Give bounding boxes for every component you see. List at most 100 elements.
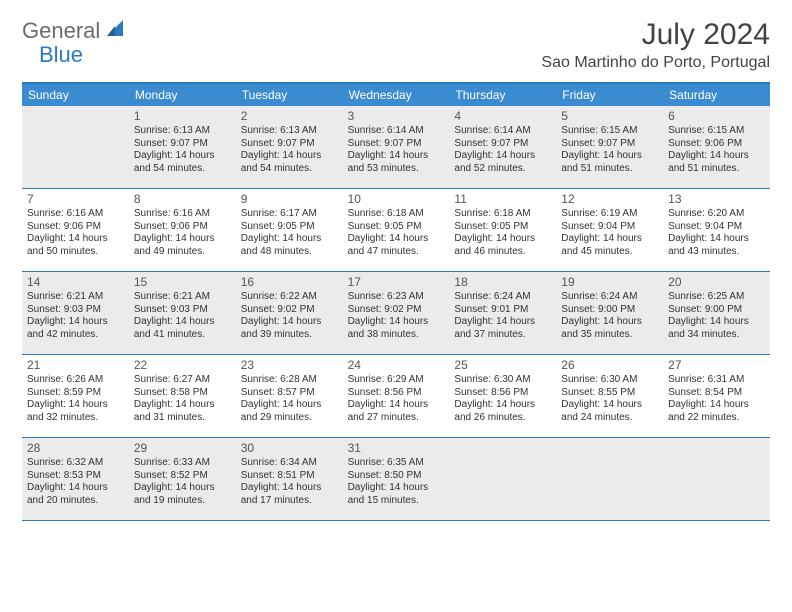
- sunset-line: Sunset: 8:54 PM: [668, 387, 765, 400]
- day-number: 15: [134, 275, 231, 290]
- daylight-line-2: and 53 minutes.: [348, 163, 445, 176]
- day-cell: 14Sunrise: 6:21 AMSunset: 9:03 PMDayligh…: [22, 272, 129, 354]
- daylight-line-1: Daylight: 14 hours: [348, 316, 445, 329]
- daylight-line-1: Daylight: 14 hours: [454, 316, 551, 329]
- title-block: July 2024 Sao Martinho do Porto, Portuga…: [541, 18, 770, 72]
- month-title: July 2024: [541, 18, 770, 52]
- location-label: Sao Martinho do Porto, Portugal: [541, 54, 770, 72]
- day-cell: 10Sunrise: 6:18 AMSunset: 9:05 PMDayligh…: [343, 189, 450, 271]
- daylight-line-2: and 43 minutes.: [668, 246, 765, 259]
- day-number: 2: [241, 109, 338, 124]
- sunset-line: Sunset: 9:04 PM: [668, 221, 765, 234]
- daylight-line-1: Daylight: 14 hours: [561, 316, 658, 329]
- daylight-line-1: Daylight: 14 hours: [241, 233, 338, 246]
- daylight-line-2: and 38 minutes.: [348, 329, 445, 342]
- daylight-line-2: and 26 minutes.: [454, 412, 551, 425]
- sunrise-line: Sunrise: 6:16 AM: [134, 208, 231, 221]
- daylight-line-2: and 39 minutes.: [241, 329, 338, 342]
- sunset-line: Sunset: 8:52 PM: [134, 470, 231, 483]
- day-number: 6: [668, 109, 765, 124]
- sunset-line: Sunset: 9:07 PM: [134, 138, 231, 151]
- daylight-line-1: Daylight: 14 hours: [668, 399, 765, 412]
- sunset-line: Sunset: 8:57 PM: [241, 387, 338, 400]
- daylight-line-2: and 46 minutes.: [454, 246, 551, 259]
- day-cell: 29Sunrise: 6:33 AMSunset: 8:52 PMDayligh…: [129, 438, 236, 520]
- day-number: 16: [241, 275, 338, 290]
- daylight-line-2: and 15 minutes.: [348, 495, 445, 508]
- daylight-line-2: and 31 minutes.: [134, 412, 231, 425]
- day-cell: .: [663, 438, 770, 520]
- daylight-line-1: Daylight: 14 hours: [348, 150, 445, 163]
- daylight-line-1: Daylight: 14 hours: [454, 233, 551, 246]
- daylight-line-2: and 29 minutes.: [241, 412, 338, 425]
- day-cell: 4Sunrise: 6:14 AMSunset: 9:07 PMDaylight…: [449, 106, 556, 188]
- day-number: 20: [668, 275, 765, 290]
- daylight-line-1: Daylight: 14 hours: [241, 316, 338, 329]
- day-cell: 27Sunrise: 6:31 AMSunset: 8:54 PMDayligh…: [663, 355, 770, 437]
- logo-text-general: General: [22, 18, 100, 44]
- daylight-line-2: and 27 minutes.: [348, 412, 445, 425]
- sunset-line: Sunset: 9:00 PM: [561, 304, 658, 317]
- daylight-line-1: Daylight: 14 hours: [134, 316, 231, 329]
- day-number: 31: [348, 441, 445, 456]
- sunset-line: Sunset: 9:00 PM: [668, 304, 765, 317]
- day-cell: 9Sunrise: 6:17 AMSunset: 9:05 PMDaylight…: [236, 189, 343, 271]
- sunrise-line: Sunrise: 6:18 AM: [454, 208, 551, 221]
- sunset-line: Sunset: 9:03 PM: [27, 304, 124, 317]
- day-number: 14: [27, 275, 124, 290]
- day-number: 5: [561, 109, 658, 124]
- day-cell: 3Sunrise: 6:14 AMSunset: 9:07 PMDaylight…: [343, 106, 450, 188]
- sunset-line: Sunset: 9:02 PM: [348, 304, 445, 317]
- daylight-line-2: and 54 minutes.: [241, 163, 338, 176]
- daylight-line-1: Daylight: 14 hours: [668, 316, 765, 329]
- week-row: 14Sunrise: 6:21 AMSunset: 9:03 PMDayligh…: [22, 272, 770, 355]
- sunset-line: Sunset: 9:05 PM: [241, 221, 338, 234]
- daylight-line-1: Daylight: 14 hours: [241, 482, 338, 495]
- day-number: 21: [27, 358, 124, 373]
- sunrise-line: Sunrise: 6:19 AM: [561, 208, 658, 221]
- sunrise-line: Sunrise: 6:31 AM: [668, 374, 765, 387]
- daylight-line-1: Daylight: 14 hours: [241, 399, 338, 412]
- daylight-line-1: Daylight: 14 hours: [561, 150, 658, 163]
- sunrise-line: Sunrise: 6:24 AM: [454, 291, 551, 304]
- day-cell: 8Sunrise: 6:16 AMSunset: 9:06 PMDaylight…: [129, 189, 236, 271]
- daylight-line-1: Daylight: 14 hours: [134, 399, 231, 412]
- daylight-line-2: and 37 minutes.: [454, 329, 551, 342]
- weekday-header: Sunday: [22, 84, 129, 106]
- sunrise-line: Sunrise: 6:15 AM: [561, 125, 658, 138]
- daylight-line-2: and 51 minutes.: [561, 163, 658, 176]
- sunrise-line: Sunrise: 6:18 AM: [348, 208, 445, 221]
- sunrise-line: Sunrise: 6:26 AM: [27, 374, 124, 387]
- daylight-line-1: Daylight: 14 hours: [134, 482, 231, 495]
- weekday-header: Saturday: [663, 84, 770, 106]
- day-number: 3: [348, 109, 445, 124]
- day-number: 4: [454, 109, 551, 124]
- day-cell: 11Sunrise: 6:18 AMSunset: 9:05 PMDayligh…: [449, 189, 556, 271]
- weekday-header: Tuesday: [236, 84, 343, 106]
- week-row: 28Sunrise: 6:32 AMSunset: 8:53 PMDayligh…: [22, 438, 770, 521]
- day-cell: 19Sunrise: 6:24 AMSunset: 9:00 PMDayligh…: [556, 272, 663, 354]
- weekday-header-row: Sunday Monday Tuesday Wednesday Thursday…: [22, 84, 770, 106]
- day-cell: 16Sunrise: 6:22 AMSunset: 9:02 PMDayligh…: [236, 272, 343, 354]
- logo-sail-icon: [105, 18, 127, 44]
- sunset-line: Sunset: 9:02 PM: [241, 304, 338, 317]
- weekday-header: Monday: [129, 84, 236, 106]
- sunrise-line: Sunrise: 6:14 AM: [348, 125, 445, 138]
- daylight-line-2: and 32 minutes.: [27, 412, 124, 425]
- day-cell: 26Sunrise: 6:30 AMSunset: 8:55 PMDayligh…: [556, 355, 663, 437]
- day-number: 17: [348, 275, 445, 290]
- day-cell: 12Sunrise: 6:19 AMSunset: 9:04 PMDayligh…: [556, 189, 663, 271]
- day-number: 30: [241, 441, 338, 456]
- day-cell: 24Sunrise: 6:29 AMSunset: 8:56 PMDayligh…: [343, 355, 450, 437]
- daylight-line-2: and 19 minutes.: [134, 495, 231, 508]
- sunset-line: Sunset: 9:05 PM: [454, 221, 551, 234]
- daylight-line-2: and 34 minutes.: [668, 329, 765, 342]
- daylight-line-1: Daylight: 14 hours: [668, 150, 765, 163]
- day-cell: 18Sunrise: 6:24 AMSunset: 9:01 PMDayligh…: [449, 272, 556, 354]
- daylight-line-1: Daylight: 14 hours: [561, 399, 658, 412]
- day-cell: 6Sunrise: 6:15 AMSunset: 9:06 PMDaylight…: [663, 106, 770, 188]
- day-cell: 17Sunrise: 6:23 AMSunset: 9:02 PMDayligh…: [343, 272, 450, 354]
- daylight-line-1: Daylight: 14 hours: [348, 233, 445, 246]
- sunset-line: Sunset: 8:58 PM: [134, 387, 231, 400]
- day-number: 27: [668, 358, 765, 373]
